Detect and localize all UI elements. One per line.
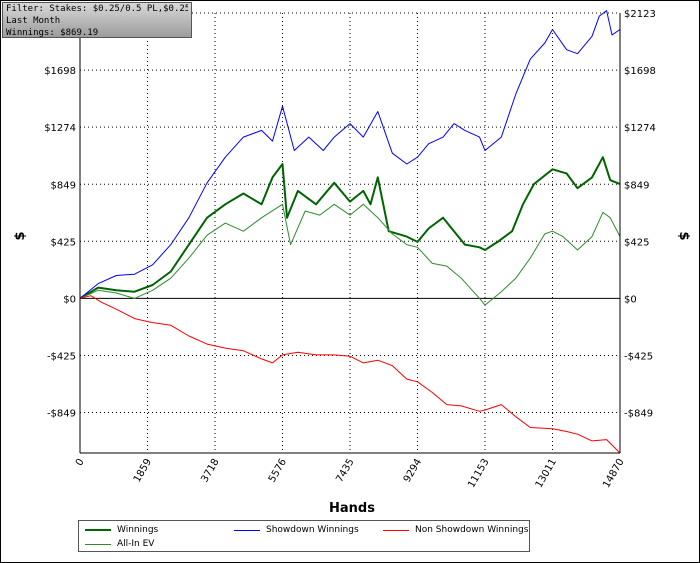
x-tick-label: 1859 — [132, 457, 154, 485]
x-tick-label: 0 — [74, 457, 87, 468]
legend-label-allin-ev: All-In EV — [117, 539, 155, 549]
y-tick-label-left: $425 — [51, 237, 76, 248]
x-tick-label: 11153 — [466, 457, 491, 490]
axes — [79, 13, 621, 454]
x-axis-title: Hands — [329, 501, 375, 516]
legend-label-winnings: Winnings — [117, 525, 159, 535]
x-tick-label: 9294 — [402, 457, 424, 485]
x-tick-label: 3718 — [199, 457, 221, 485]
y-tick-label-right: $0 — [624, 294, 637, 305]
legend: Winnings All-In EV Showdown Winnings Non… — [78, 520, 530, 552]
x-tick-label: 13011 — [534, 457, 559, 490]
x-tick-label: 14870 — [601, 457, 626, 490]
y-tick-label-left: -$849 — [47, 409, 76, 420]
legend-swatch-non-showdown — [383, 529, 409, 531]
filter-info-box: Filter: Stakes: $0.25/0.5 PL,$0.25/0.5 N… — [2, 2, 192, 38]
series-line-all-in-ev — [79, 203, 621, 306]
legend-item-winnings: Winnings — [85, 524, 158, 536]
y-tick-label-left: $0 — [63, 294, 76, 305]
legend-swatch-allin-ev — [85, 543, 111, 545]
y-tick-label-left: $1274 — [44, 123, 76, 134]
series-line-non-showdown-winnings — [79, 295, 621, 454]
legend-item-non-showdown: Non Showdown Winnings — [383, 524, 528, 536]
y-tick-label-left: -$425 — [47, 352, 76, 363]
y-tick-label-right: -$849 — [624, 409, 653, 420]
y-tick-label-right: $1698 — [624, 66, 656, 77]
filter-winnings-text: Winnings: $869.19 — [6, 28, 99, 38]
y-tick-label-left: $1698 — [44, 66, 76, 77]
series-line-showdown-winnings — [79, 10, 621, 299]
y-tick-label-left: $849 — [51, 180, 76, 191]
y-tick-label-right: $849 — [624, 180, 649, 191]
filter-stakes-text: Filter: Stakes: $0.25/0.5 PL,$0.25/0.5 N… — [6, 4, 188, 14]
x-tick-label: 5576 — [267, 457, 289, 485]
filter-period-text: Last Month — [6, 16, 61, 26]
legend-swatch-winnings — [85, 529, 111, 531]
grid — [80, 12, 621, 453]
legend-label-non-showdown: Non Showdown Winnings — [415, 525, 529, 535]
y-tick-label-right: $425 — [624, 237, 649, 248]
legend-item-allin-ev: All-In EV — [85, 538, 154, 550]
y-tick-label-right: $2123 — [624, 9, 656, 20]
series-line-winnings — [79, 156, 621, 300]
series-layer — [79, 10, 621, 454]
legend-swatch-showdown — [234, 529, 260, 531]
legend-item-showdown: Showdown Winnings — [234, 524, 359, 536]
x-tick-label: 7435 — [334, 457, 356, 485]
legend-label-showdown: Showdown Winnings — [266, 525, 359, 535]
y-tick-label-right: -$425 — [624, 352, 653, 363]
y-tick-label-right: $1274 — [624, 123, 656, 134]
y-axis-title-right: $ — [676, 231, 691, 240]
y-axis-title-left: $ — [13, 231, 28, 240]
